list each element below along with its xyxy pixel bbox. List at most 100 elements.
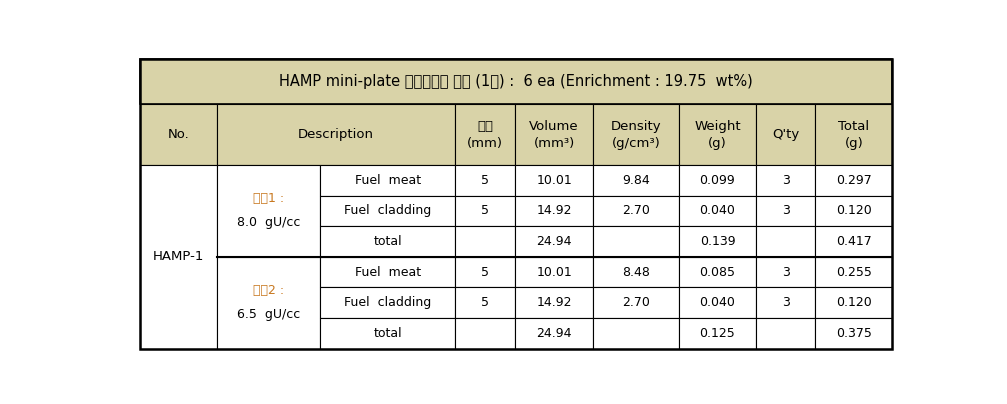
Text: Fuel  cladding: Fuel cladding bbox=[344, 204, 431, 217]
Bar bbox=[515, 165, 593, 196]
Bar bbox=[756, 257, 816, 287]
Text: Volume
(mm³): Volume (mm³) bbox=[530, 120, 579, 149]
Text: 10.01: 10.01 bbox=[536, 265, 572, 279]
Text: 0.099: 0.099 bbox=[700, 174, 735, 187]
Bar bbox=[455, 226, 515, 257]
Bar bbox=[593, 226, 679, 257]
Bar bbox=[217, 104, 455, 165]
Text: Q'ty: Q'ty bbox=[772, 128, 800, 141]
Bar bbox=[679, 318, 756, 349]
Bar bbox=[140, 59, 892, 104]
Bar bbox=[756, 165, 816, 196]
Text: Total
(g): Total (g) bbox=[838, 120, 869, 149]
Text: 6.5  gU/cc: 6.5 gU/cc bbox=[237, 308, 300, 321]
Text: No.: No. bbox=[167, 128, 189, 141]
Text: 0.040: 0.040 bbox=[700, 296, 735, 309]
Text: Density
(g/cm³): Density (g/cm³) bbox=[611, 120, 662, 149]
Bar bbox=[593, 318, 679, 349]
Text: Fuel  meat: Fuel meat bbox=[354, 174, 421, 187]
Text: 시편2 :: 시편2 : bbox=[253, 284, 284, 297]
Bar bbox=[320, 196, 455, 226]
Bar bbox=[756, 104, 816, 165]
Text: 0.120: 0.120 bbox=[836, 296, 872, 309]
Text: Fuel  meat: Fuel meat bbox=[354, 265, 421, 279]
Text: 0.120: 0.120 bbox=[836, 204, 872, 217]
Text: 5: 5 bbox=[481, 204, 489, 217]
Bar bbox=[593, 287, 679, 318]
Text: 3: 3 bbox=[781, 174, 789, 187]
Text: 8.0  gU/cc: 8.0 gU/cc bbox=[237, 216, 300, 229]
Text: 0.375: 0.375 bbox=[836, 327, 872, 340]
Bar bbox=[816, 318, 892, 349]
Bar bbox=[756, 318, 816, 349]
Bar bbox=[320, 318, 455, 349]
Bar bbox=[593, 104, 679, 165]
Text: total: total bbox=[374, 327, 402, 340]
Bar bbox=[217, 165, 320, 257]
Bar bbox=[455, 257, 515, 287]
Text: 3: 3 bbox=[781, 204, 789, 217]
Bar bbox=[679, 257, 756, 287]
Text: 시편1 :: 시편1 : bbox=[253, 192, 284, 206]
Text: 2.70: 2.70 bbox=[622, 296, 651, 309]
Text: 직경
(mm): 직경 (mm) bbox=[467, 120, 504, 149]
Text: total: total bbox=[374, 235, 402, 248]
Text: 0.085: 0.085 bbox=[700, 265, 735, 279]
Bar bbox=[515, 287, 593, 318]
Text: Weight
(g): Weight (g) bbox=[694, 120, 741, 149]
Bar bbox=[455, 318, 515, 349]
Bar bbox=[679, 287, 756, 318]
Text: HAMP mini-plate 화학분석용 시편 (1차) :  6 ea (Enrichment : 19.75  wt%): HAMP mini-plate 화학분석용 시편 (1차) : 6 ea (En… bbox=[279, 74, 753, 89]
Text: 5: 5 bbox=[481, 265, 489, 279]
Text: 5: 5 bbox=[481, 296, 489, 309]
Bar bbox=[593, 165, 679, 196]
Bar bbox=[320, 165, 455, 196]
Bar bbox=[679, 226, 756, 257]
Bar bbox=[816, 104, 892, 165]
Bar bbox=[455, 287, 515, 318]
Bar bbox=[217, 257, 320, 349]
Bar bbox=[140, 104, 217, 165]
Bar bbox=[455, 165, 515, 196]
Text: 2.70: 2.70 bbox=[622, 204, 651, 217]
Text: 0.125: 0.125 bbox=[700, 327, 735, 340]
Text: HAMP-1: HAMP-1 bbox=[153, 250, 204, 263]
Bar bbox=[515, 318, 593, 349]
Bar bbox=[816, 196, 892, 226]
Text: 10.01: 10.01 bbox=[536, 174, 572, 187]
Bar bbox=[515, 196, 593, 226]
Text: 0.255: 0.255 bbox=[836, 265, 872, 279]
Bar bbox=[515, 257, 593, 287]
Text: 24.94: 24.94 bbox=[537, 235, 572, 248]
Bar bbox=[679, 165, 756, 196]
Bar bbox=[679, 196, 756, 226]
Text: 9.84: 9.84 bbox=[622, 174, 651, 187]
Text: 3: 3 bbox=[781, 265, 789, 279]
Text: 0.297: 0.297 bbox=[836, 174, 872, 187]
Bar bbox=[756, 287, 816, 318]
Bar bbox=[816, 165, 892, 196]
Bar bbox=[816, 287, 892, 318]
Bar bbox=[140, 165, 217, 349]
Text: Description: Description bbox=[298, 128, 374, 141]
Bar bbox=[756, 196, 816, 226]
Text: 0.417: 0.417 bbox=[836, 235, 872, 248]
Text: 3: 3 bbox=[781, 296, 789, 309]
Text: 14.92: 14.92 bbox=[537, 296, 572, 309]
Bar bbox=[320, 226, 455, 257]
Bar bbox=[455, 104, 515, 165]
Text: 14.92: 14.92 bbox=[537, 204, 572, 217]
Bar bbox=[320, 287, 455, 318]
Text: 8.48: 8.48 bbox=[622, 265, 651, 279]
Bar bbox=[455, 196, 515, 226]
Bar bbox=[515, 104, 593, 165]
Bar bbox=[679, 104, 756, 165]
Bar bbox=[816, 257, 892, 287]
Text: 0.139: 0.139 bbox=[700, 235, 735, 248]
Bar bbox=[816, 226, 892, 257]
Bar bbox=[320, 257, 455, 287]
Text: Fuel  cladding: Fuel cladding bbox=[344, 296, 431, 309]
Text: 0.040: 0.040 bbox=[700, 204, 735, 217]
Bar bbox=[593, 257, 679, 287]
Text: 5: 5 bbox=[481, 174, 489, 187]
